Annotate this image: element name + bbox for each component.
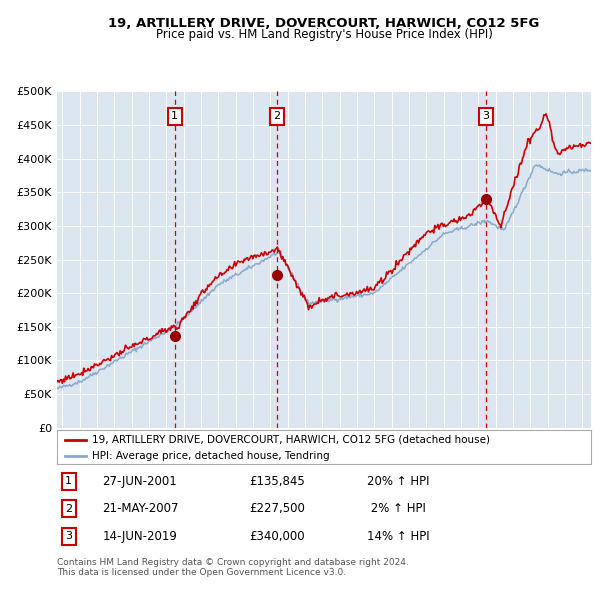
- Text: 21-MAY-2007: 21-MAY-2007: [103, 502, 179, 516]
- Text: 1: 1: [171, 112, 178, 122]
- Text: 2: 2: [273, 112, 280, 122]
- Text: HPI: Average price, detached house, Tendring: HPI: Average price, detached house, Tend…: [92, 451, 329, 461]
- Text: 2% ↑ HPI: 2% ↑ HPI: [367, 502, 425, 516]
- Text: 3: 3: [482, 112, 490, 122]
- Text: 20% ↑ HPI: 20% ↑ HPI: [367, 475, 429, 488]
- Text: £340,000: £340,000: [249, 530, 305, 543]
- Text: £227,500: £227,500: [249, 502, 305, 516]
- Text: 1: 1: [65, 477, 72, 487]
- Text: 19, ARTILLERY DRIVE, DOVERCOURT, HARWICH, CO12 5FG: 19, ARTILLERY DRIVE, DOVERCOURT, HARWICH…: [109, 17, 539, 30]
- Text: 14% ↑ HPI: 14% ↑ HPI: [367, 530, 430, 543]
- Text: 14-JUN-2019: 14-JUN-2019: [103, 530, 177, 543]
- Text: 19, ARTILLERY DRIVE, DOVERCOURT, HARWICH, CO12 5FG (detached house): 19, ARTILLERY DRIVE, DOVERCOURT, HARWICH…: [92, 435, 490, 445]
- Text: 3: 3: [65, 531, 72, 541]
- Text: 27-JUN-2001: 27-JUN-2001: [103, 475, 177, 488]
- Text: 2: 2: [65, 504, 73, 514]
- Text: Contains HM Land Registry data © Crown copyright and database right 2024.
This d: Contains HM Land Registry data © Crown c…: [57, 558, 409, 577]
- Text: £135,845: £135,845: [249, 475, 305, 488]
- Text: Price paid vs. HM Land Registry's House Price Index (HPI): Price paid vs. HM Land Registry's House …: [155, 28, 493, 41]
